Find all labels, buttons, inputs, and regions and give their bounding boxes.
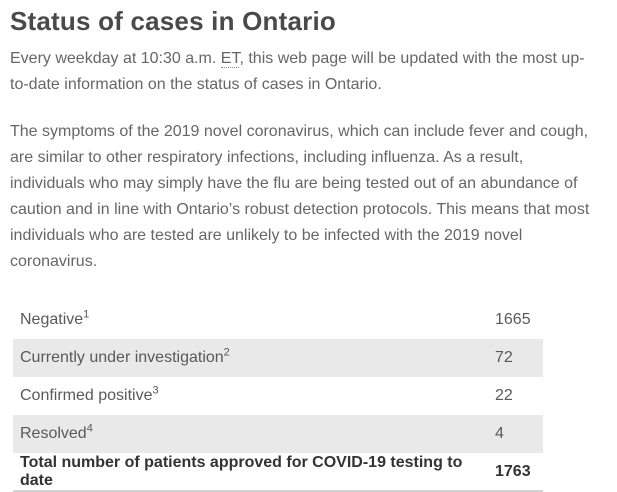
row-footnote: 1 — [83, 308, 90, 321]
row-value: 22 — [495, 387, 513, 404]
row-value: 1665 — [495, 311, 531, 328]
row-value: 72 — [495, 349, 513, 366]
page-title: Status of cases in Ontario — [10, 6, 336, 36]
row-footnote: 2 — [223, 346, 230, 359]
total-label: Total number of patients approved for CO… — [20, 453, 463, 489]
row-label: Confirmed positive — [20, 387, 153, 404]
row-value: 4 — [495, 425, 504, 442]
symptoms-paragraph: The symptoms of the 2019 novel coronavir… — [10, 123, 590, 270]
table-row: Currently under investigation2 72 — [13, 339, 543, 377]
table-row: Negative1 1665 — [13, 301, 543, 339]
intro-paragraph: Every weekday at 10:30 a.m. ET, this web… — [10, 46, 597, 98]
table-row: Confirmed positive3 22 — [13, 377, 543, 415]
table-row: Resolved4 4 — [13, 415, 543, 453]
row-footnote: 3 — [152, 384, 159, 397]
row-footnote: 4 — [86, 422, 93, 435]
abbr-et: ET — [220, 50, 240, 68]
row-label-cell: Currently under investigation2 — [13, 339, 487, 377]
row-label: Negative — [20, 311, 84, 328]
row-label: Currently under investigation — [20, 349, 224, 366]
row-label: Resolved — [20, 425, 87, 442]
total-row: Total number of patients approved for CO… — [13, 453, 543, 491]
cases-table: Negative1 1665 Currently under investiga… — [13, 301, 543, 492]
row-label-cell: Negative1 — [13, 301, 487, 339]
intro-text-before: Every weekday at 10:30 a.m. — [10, 50, 221, 67]
total-value: 1763 — [495, 462, 531, 480]
row-label-cell: Confirmed positive3 — [13, 377, 487, 415]
row-label-cell: Resolved4 — [13, 415, 487, 453]
intro-text-after: , this web page will be updated with the… — [10, 50, 585, 93]
